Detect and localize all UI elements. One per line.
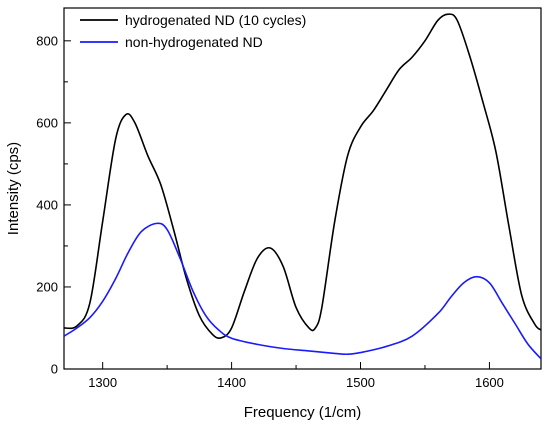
y-tick-label: 200 (36, 279, 58, 294)
x-axis-label: Frequency (1/cm) (244, 404, 362, 421)
x-tick-label: 1500 (346, 375, 375, 390)
plot-area (63, 7, 542, 370)
series-line-1 (64, 222, 541, 360)
legend: hydrogenated ND (10 cycles) non-hydrogena… (80, 12, 306, 50)
y-axis-ticks: 0 200 400 600 800 (36, 33, 71, 377)
x-tick-label: 1300 (88, 375, 117, 390)
legend-label-0: hydrogenated ND (10 cycles) (125, 12, 306, 28)
y-axis-label: Intensity (cps) (5, 142, 22, 235)
x-axis-ticks: 1300 1400 1500 1600 (88, 362, 504, 390)
series-layer (64, 13, 541, 360)
x-tick-label: 1400 (217, 375, 246, 390)
y-tick-label: 800 (36, 33, 58, 48)
y-tick-label: 400 (36, 197, 58, 212)
y-tick-label: 0 (51, 362, 58, 377)
legend-label-1: non-hydrogenated ND (125, 34, 263, 50)
plot-frame (63, 7, 542, 370)
series-line-0 (64, 13, 541, 339)
x-tick-label: 1600 (475, 375, 504, 390)
y-tick-label: 600 (36, 115, 58, 130)
